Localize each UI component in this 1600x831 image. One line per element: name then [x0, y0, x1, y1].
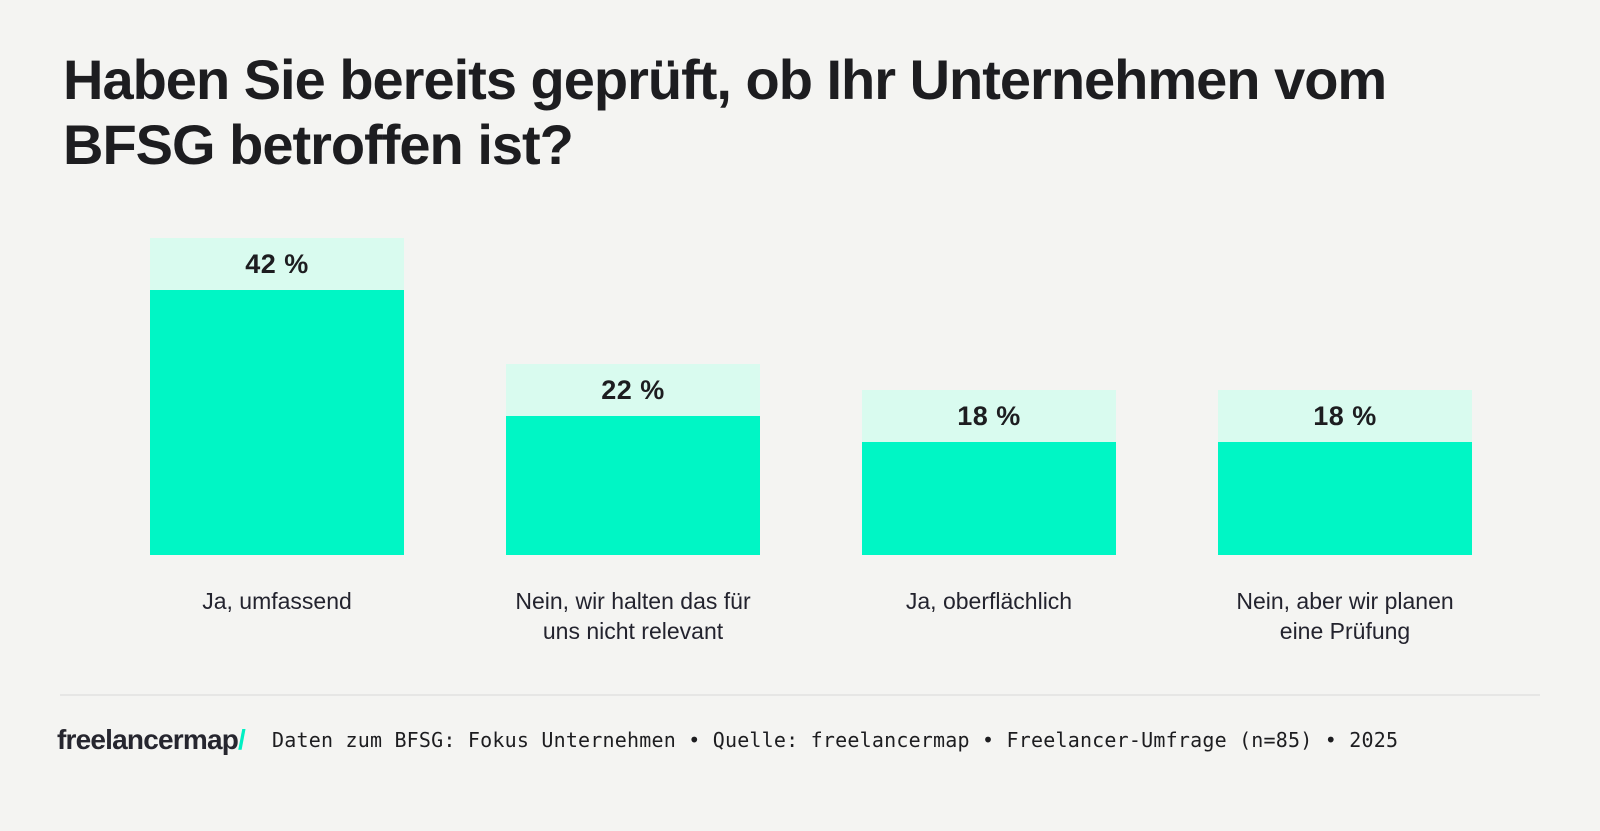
bar-value-cap: 22 % — [506, 364, 760, 416]
bar-category-label: Ja, oberflächlich — [905, 588, 1073, 614]
bar-column: 42 % — [150, 238, 404, 555]
bar-fill — [150, 290, 404, 555]
bar-column: 22 % — [506, 364, 760, 555]
bar-category-label: Nein, aber wir planen eine Prüfung — [1236, 588, 1454, 645]
bar-value-label: 42 % — [245, 248, 309, 279]
bar-value-label: 18 % — [1313, 400, 1377, 431]
chart-title: Haben Sie bereits geprüft, ob Ihr Untern… — [63, 48, 1387, 176]
bar-column: 18 % — [862, 390, 1116, 555]
freelancermap-logo: freelancermap/ — [57, 724, 246, 756]
bar-value-label: 22 % — [601, 374, 665, 405]
bar-value-cap: 18 % — [862, 390, 1116, 442]
bar-value-cap: 18 % — [1218, 390, 1472, 442]
bar-category-label: Nein, wir halten das für uns nicht relev… — [515, 588, 751, 645]
bar-category-label: Ja, umfassend — [202, 588, 352, 614]
source-caption: Daten zum BFSG: Fokus Unternehmen • Quel… — [272, 728, 1399, 752]
bar-fill — [1218, 442, 1472, 555]
bar-value-label: 18 % — [957, 400, 1021, 431]
bar-fill — [506, 416, 760, 555]
bar-fill — [862, 442, 1116, 555]
footer: freelancermap/ Daten zum BFSG: Fokus Unt… — [57, 724, 1398, 756]
logo-text: freelancermap — [57, 724, 239, 755]
bar-chart: 42 % 22 % 18 % 18 % — [150, 238, 1472, 555]
bar-value-cap: 42 % — [150, 238, 404, 290]
logo-slash-icon: / — [238, 724, 246, 755]
category-labels-row: Ja, umfassend Nein, wir halten das für un… — [150, 586, 1472, 647]
footer-divider — [60, 694, 1540, 696]
bar-column: 18 % — [1218, 390, 1472, 555]
